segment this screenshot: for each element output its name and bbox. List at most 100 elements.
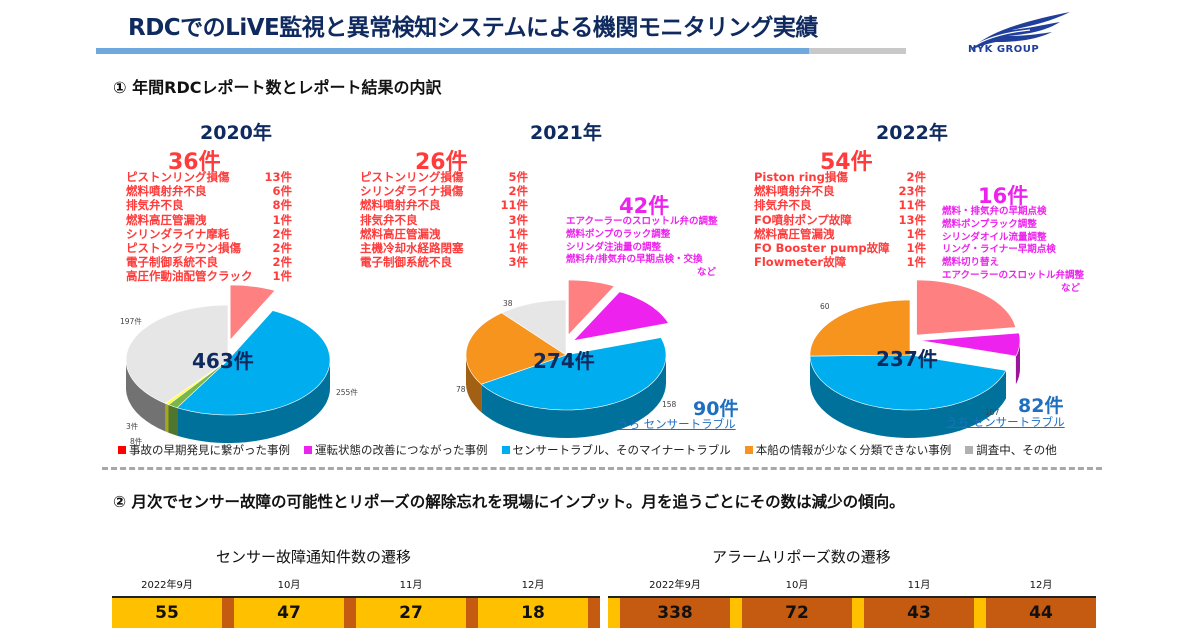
accident-item-count: 1件 [906, 255, 926, 270]
accident-item-name: 高圧作動油配管クラック [126, 269, 253, 284]
operation-etc: など [1060, 282, 1080, 294]
accident-total-2020: 36件 [168, 150, 221, 175]
accident-list-2020: ピストンリング損傷 13件 燃料噴射弁不良 6件 排気弁不良 8件 燃料高圧管漏洩 1件 シリン… [126, 170, 292, 284]
pie-slice-side [165, 403, 169, 433]
section-divider [102, 467, 1102, 470]
pie-label-2022-unclassified: 60 [820, 302, 830, 311]
accident-item-name: ピストンリング損傷 [360, 170, 464, 184]
trend-value-cell: 18 [478, 598, 588, 628]
accident-item-name: FO噴射ポンプ故障 [754, 212, 852, 227]
legend-item-accident: 事故の早期発見に繋がった事例 [118, 442, 290, 458]
accident-item-name: 排気弁不良 [754, 198, 812, 213]
pie-slice-side [1015, 340, 1020, 385]
operation-item: リング・ライナー早期点検 [942, 244, 1056, 256]
accident-list-2021: ピストンリング損傷 5件 シリンダライナ損傷 2件 燃料噴射弁不良 11件 排気弁不良 3件燃… [360, 170, 528, 269]
trend-value-cell: 55 [112, 598, 222, 628]
accident-item: 燃料噴射弁不良 6件 [126, 184, 292, 198]
accident-item-count: 8件 [272, 198, 292, 213]
legend-swatch [965, 446, 974, 454]
trend-month-label: 10月 [785, 580, 809, 591]
bar-separator [222, 598, 234, 628]
accident-item-count: 1件 [508, 241, 528, 256]
accident-item: 燃料高圧管漏洩 1件 [360, 227, 528, 241]
accident-item: 電子制御系統不良 2件 [126, 255, 292, 269]
repose-trend-title: アラームリポーズ数の遷移 [712, 548, 891, 566]
bar-separator [608, 598, 620, 628]
accident-item-name: ピストンリング損傷 [126, 170, 230, 184]
section2-heading: ② 月次でセンサー故障の可能性とリポーズの解除忘れを現場にインプット。月を追うご… [113, 493, 905, 511]
legend-label: 事故の早期発見に繋がった事例 [129, 443, 290, 457]
bar-separator [588, 598, 600, 628]
accident-item-count: 3件 [508, 212, 528, 227]
accident-item-name: 燃料噴射弁不良 [754, 184, 835, 199]
operation-total-2021: 42件 [619, 194, 670, 218]
pie-slice-operation [572, 291, 670, 342]
trend-month-label: 11月 [907, 580, 931, 591]
operation-list-2022: 燃料・排気弁の早期点検 燃料ポンプラック調整 シリンダオイル流量調整 リング・ライナー… [942, 206, 1085, 296]
accident-item-name: Flowmeter故障 [754, 255, 847, 270]
legend-label: 調査中、その他 [976, 443, 1057, 457]
trend-month-label: 2022年9月 [649, 580, 701, 591]
accident-item: FO噴射ポンプ故障 13件 [754, 213, 926, 227]
pie-slice-accident [229, 284, 276, 341]
accident-item-count: 2件 [272, 241, 292, 256]
pie-total-2020: 463件 [192, 349, 254, 373]
legend-item-unclassified: 本船の情報が少なく分類できない事例 [744, 442, 951, 458]
accident-item-count: 13件 [898, 212, 926, 227]
accident-item-count: 1件 [272, 269, 292, 284]
operation-item: エアクーラーのスロットル弁調整 [942, 269, 1085, 281]
pie-label-2021-unclassified: 78 [456, 385, 466, 394]
trend-value-cell: 44 [986, 598, 1096, 628]
accident-item: FO Booster pump故障 1件 [754, 241, 926, 255]
accident-item-name: 電子制御系統不良 [126, 255, 218, 270]
operation-item: 燃料弁/排気弁の早期点検・交換 [566, 254, 703, 266]
trend-month-label: 12月 [521, 580, 545, 591]
accident-item-name: 燃料高圧管漏洩 [126, 212, 207, 227]
trend-value-cell: 27 [356, 598, 466, 628]
pie-slice-side [466, 355, 482, 413]
trend-month-label: 11月 [399, 580, 423, 591]
accident-item: 排気弁不良 11件 [754, 198, 926, 212]
page-title: RDCでのLiVE監視と異常検知システムによる機関モニタリング実績 [128, 15, 818, 41]
accident-item: ピストンリング損傷 5件 [360, 170, 528, 184]
accident-item-name: シリンダライナ摩耗 [126, 226, 230, 241]
trend-month-label: 2022年9月 [141, 580, 193, 591]
sensor-trouble-label-2021: うち センサートラブル [617, 417, 736, 431]
accident-item-name: ピストンクラウン損傷 [126, 241, 241, 256]
pie-slice-side [168, 404, 178, 436]
operation-etc: など [696, 267, 716, 279]
trend-value-cell: 47 [234, 598, 344, 628]
legend-label: センサートラブル、そのマイナートラブル [512, 443, 731, 457]
accident-item-count: 5件 [508, 170, 528, 184]
pie-legend: 事故の早期発見に繋がった事例 運転状態の改善につながった事例 センサートラブル、その… [118, 442, 1057, 458]
accident-item: Flowmeter故障 1件 [754, 255, 926, 269]
section1-heading: ① 年間RDCレポート数とレポート結果の内訳 [113, 78, 442, 97]
legend-label: 運転状態の改善につながった事例 [315, 443, 488, 457]
accident-item: 電子制御系統不良 3件 [360, 255, 528, 269]
accident-total-2021: 26件 [415, 150, 468, 175]
legend-item-other: 調査中、その他 [965, 442, 1057, 458]
legend-swatch [744, 446, 753, 454]
accident-item-count: 1件 [272, 212, 292, 227]
pie-total-2022: 237件 [876, 347, 938, 371]
sensor-trouble-label-2022: うち センサートラブル [946, 415, 1065, 429]
accident-item-name: 燃料高圧管漏洩 [360, 226, 441, 241]
nyk-wing-logo-icon [970, 12, 1070, 50]
accident-item-count: 2件 [272, 226, 292, 241]
year-2020-label: 2020年 [200, 122, 272, 144]
accident-item: ピストンリング損傷 13件 [126, 170, 292, 184]
accident-item: 主機冷却水経路閉塞 1件 [360, 241, 528, 255]
year-2022-label: 2022年 [876, 122, 948, 144]
pie-label-2020-other: 197件 [120, 317, 142, 326]
pie-label-2020-yellow: 3件 [126, 422, 139, 431]
operation-item: 燃料切り替え [942, 257, 1000, 269]
year-2021-label: 2021年 [530, 122, 602, 144]
accident-item-count: 13件 [264, 170, 292, 184]
accident-item: 燃料高圧管漏洩 1件 [754, 227, 926, 241]
sensor-trend-title: センサー故障通知件数の遷移 [216, 548, 412, 566]
operation-item: エアクーラーのスロットル弁の調整 [566, 216, 718, 227]
pie-label-2022-sensor: 107 [985, 408, 1000, 417]
accident-item-count: 6件 [272, 184, 292, 199]
trend-value-cell: 43 [864, 598, 974, 628]
accident-item-count: 11件 [898, 198, 926, 213]
